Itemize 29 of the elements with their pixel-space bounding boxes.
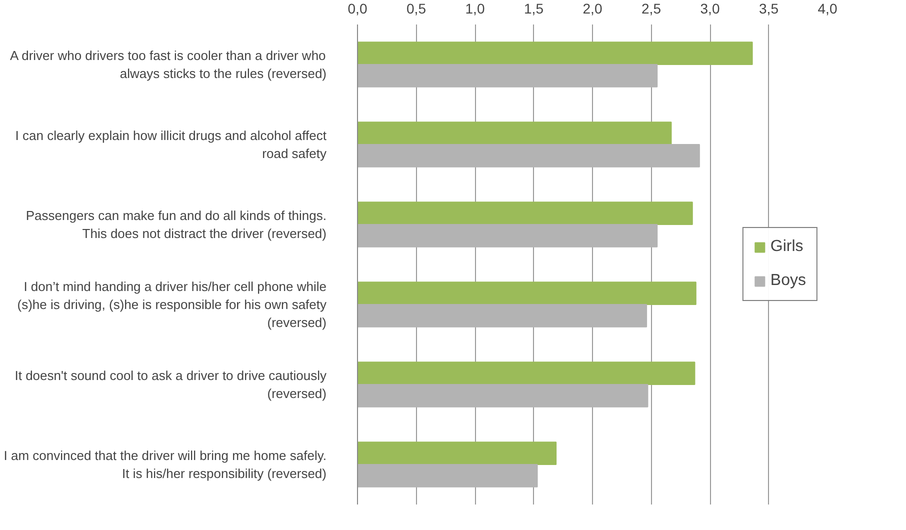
bar	[358, 362, 696, 385]
bar	[358, 464, 538, 488]
y-tick-label: A driver who drivers too fast is cooler than a driver who always sticks to the rules (reversed)	[10, 48, 326, 81]
y-tick-label: It doesn't sound cool to ask a driver to drive cautiously (reversed)	[14, 368, 327, 401]
bar	[358, 144, 700, 168]
bar	[358, 282, 696, 305]
legend-label: Boys	[770, 272, 806, 290]
y-tick-label: I don’t mind handing a driver his/her cell phone while (s)he is driving, (s)he is responsible for his own safety (reversed)	[17, 279, 327, 330]
x-tick-label: 3,5	[759, 0, 779, 16]
bar	[358, 202, 693, 225]
x-tick-label: 1,0	[465, 0, 485, 16]
x-tick-label: 0,0	[348, 0, 368, 16]
bar	[358, 42, 753, 65]
x-tick-label: 3,0	[700, 0, 720, 16]
bar	[358, 224, 658, 248]
bar	[358, 64, 658, 88]
y-tick-label: I can clearly explain how illicit drugs and alcohol affect road safety	[15, 128, 327, 161]
bar	[358, 304, 648, 328]
x-tick-label: 0,5	[406, 0, 426, 16]
y-tick-label: Passengers can make fun and do all kinds of things. This does not distract the driver (reversed)	[26, 208, 327, 241]
x-tick-label: 2,5	[642, 0, 662, 16]
bar	[358, 442, 557, 465]
bar	[358, 384, 648, 408]
bar	[358, 122, 672, 145]
x-tick-label: 2,0	[582, 0, 602, 16]
legend-label: Girls	[770, 238, 804, 256]
x-tick-label: 1,5	[524, 0, 544, 16]
x-tick-label: 4,0	[818, 0, 838, 16]
y-tick-label: I am convinced that the driver will bring me home safely. It is his/her responsibility (reversed)	[4, 448, 327, 481]
